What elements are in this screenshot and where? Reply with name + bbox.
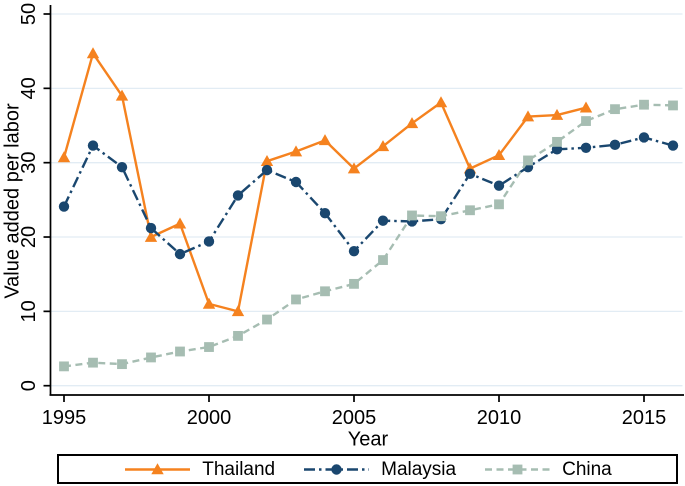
marker-china-1999 — [175, 346, 185, 357]
marker-malaysia-2006 — [377, 215, 389, 226]
series-line-thailand — [62, 52, 587, 313]
marker-malaysia-2001 — [232, 190, 244, 201]
legend-key-china — [485, 464, 551, 474]
marker-china-2005 — [349, 278, 359, 289]
marker-china-2007 — [407, 210, 417, 221]
marker-malaysia-2003 — [290, 176, 302, 188]
y-tick-label-20: 20 — [18, 226, 40, 248]
x-axis-title: Year — [347, 428, 389, 451]
marker-malaysia-2000 — [203, 236, 215, 247]
marker-thailand-2001 — [231, 305, 245, 317]
marker-thailand-2000 — [202, 297, 216, 309]
marker-thailand-2011 — [521, 110, 535, 122]
marker-thailand-2010 — [492, 149, 506, 161]
marker-china-1998 — [146, 352, 156, 363]
marker-china-2004 — [320, 286, 330, 297]
marker-malaysia-2002 — [261, 164, 273, 176]
marker-malaysia-1995 — [58, 201, 70, 212]
marker-china-2009 — [465, 205, 475, 216]
marker-thailand-2006 — [376, 140, 390, 152]
marker-thailand-2004 — [318, 134, 332, 146]
marker-china-1997 — [117, 359, 127, 370]
legend-label-malaysia: Malaysia — [381, 458, 457, 480]
y-tick-label-10: 10 — [18, 300, 40, 322]
marker-thailand-2008 — [434, 96, 448, 108]
legend-label-china: China — [562, 458, 612, 480]
series-line-malaysia — [62, 136, 674, 256]
series-malaysia — [58, 132, 679, 260]
marker-china-2011 — [523, 155, 533, 166]
marker-malaysia-1997 — [116, 161, 128, 173]
series-china — [59, 99, 678, 372]
legend-item-malaysia: Malaysia — [302, 460, 456, 479]
marker-thailand-2005 — [347, 162, 361, 174]
legend-key-malaysia — [304, 463, 370, 475]
legend-marker-china — [512, 464, 523, 474]
y-axis-title: Value added per labor — [1, 103, 24, 299]
line-chart-canvas: 0 10 20 30 40 50 1995 2000 2005 2010 2015 — [18, 3, 684, 429]
series-line-china — [63, 103, 674, 368]
marker-malaysia-1999 — [174, 248, 186, 260]
marker-malaysia-1998 — [145, 222, 157, 234]
y-tick-label-40: 40 — [18, 77, 40, 99]
marker-thailand-2003 — [289, 145, 303, 157]
marker-china-1995 — [59, 361, 69, 372]
marker-thailand-1997 — [115, 89, 129, 101]
y-tick-label-50: 50 — [18, 3, 40, 25]
series-thailand — [57, 47, 593, 317]
marker-china-2012 — [552, 136, 562, 147]
marker-china-2013 — [581, 116, 591, 126]
legend: Thailand Malaysia China — [57, 454, 678, 484]
marker-thailand-1996 — [86, 47, 100, 59]
marker-china-2002 — [262, 314, 272, 325]
marker-malaysia-2010 — [493, 180, 505, 191]
x-tick-label-2015: 2015 — [622, 407, 667, 429]
marker-china-2010 — [494, 199, 504, 210]
marker-china-2000 — [204, 342, 214, 352]
legend-item-thailand: Thailand — [123, 460, 275, 479]
marker-malaysia-2004 — [319, 208, 331, 219]
marker-malaysia-2016 — [667, 140, 679, 151]
legend-label-thailand: Thailand — [202, 458, 276, 480]
marker-thailand-1998 — [144, 230, 158, 242]
marker-malaysia-2013 — [580, 142, 592, 154]
marker-china-2001 — [233, 330, 243, 341]
marker-china-2008 — [436, 211, 446, 222]
x-tick-label-2000: 2000 — [187, 407, 232, 429]
x-tick-label-2005: 2005 — [332, 407, 377, 429]
marker-china-2003 — [291, 294, 301, 305]
legend-item-china: China — [483, 460, 612, 479]
x-tick-label-2010: 2010 — [477, 407, 522, 429]
marker-thailand-1995 — [57, 151, 71, 163]
marker-thailand-1999 — [173, 217, 187, 229]
y-tick-label-30: 30 — [18, 152, 40, 174]
marker-china-2016 — [668, 100, 678, 111]
marker-malaysia-1996 — [87, 140, 99, 151]
marker-malaysia-2014 — [609, 139, 621, 151]
marker-china-1996 — [88, 357, 98, 368]
marker-thailand-2013 — [579, 101, 593, 113]
legend-marker-malaysia — [331, 463, 342, 475]
marker-china-2014 — [610, 104, 620, 115]
legend-marker-thailand — [151, 462, 164, 474]
x-tick-label-1995: 1995 — [42, 407, 87, 429]
marker-thailand-2002 — [260, 154, 274, 166]
marker-malaysia-2005 — [348, 245, 360, 257]
marker-malaysia-2015 — [638, 132, 650, 143]
marker-malaysia-2009 — [464, 168, 476, 180]
y-tick-label-0: 0 — [18, 380, 40, 391]
legend-key-thailand — [125, 462, 191, 474]
marker-china-2015 — [639, 99, 649, 110]
marker-thailand-2007 — [405, 117, 419, 129]
marker-thailand-2012 — [550, 108, 564, 120]
marker-china-2006 — [378, 255, 388, 265]
